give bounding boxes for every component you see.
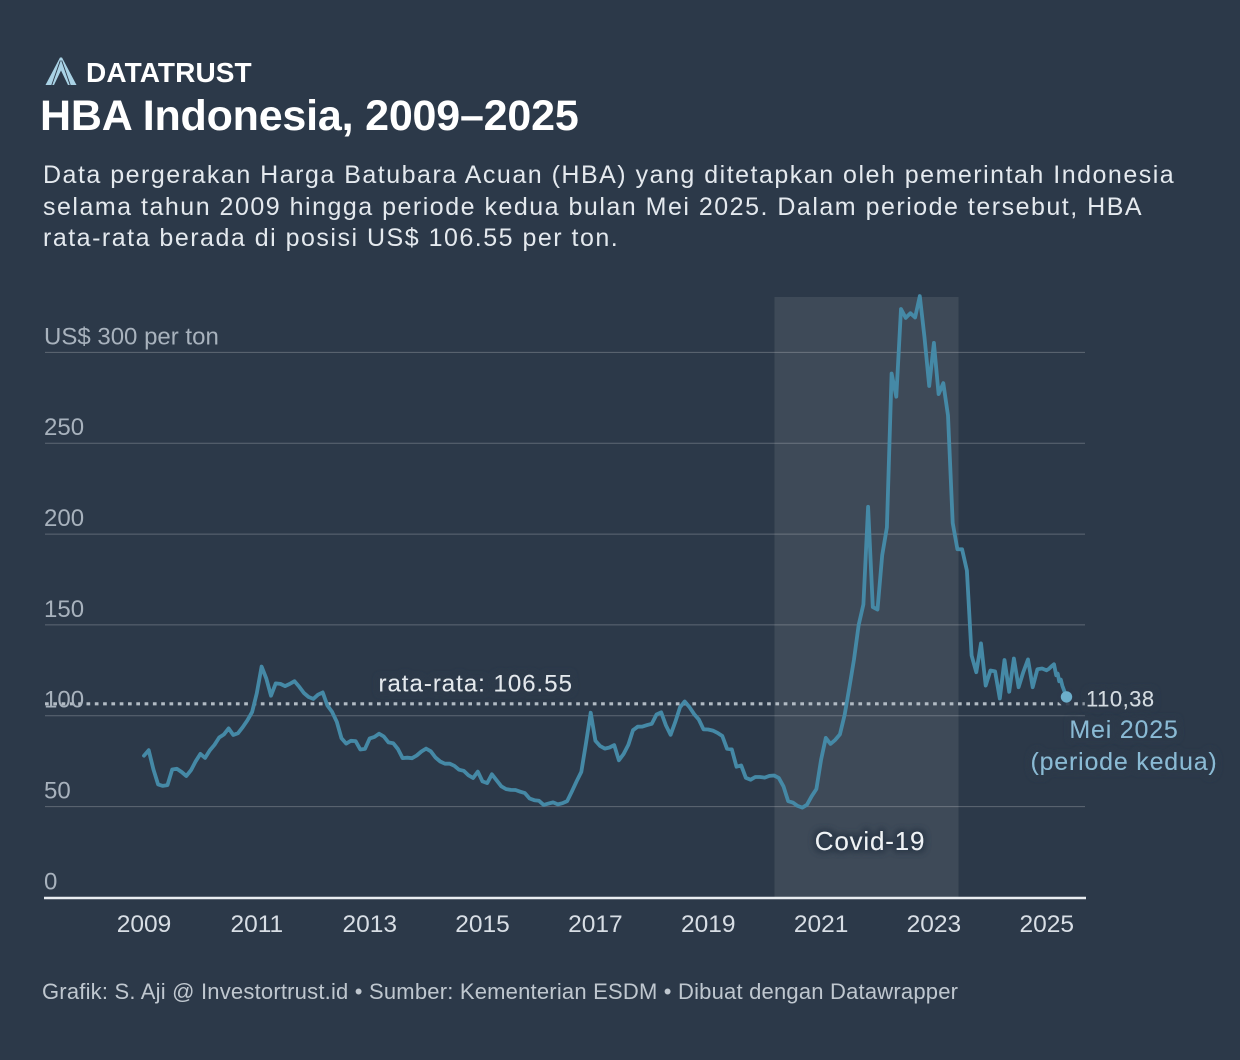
svg-text:2017: 2017 xyxy=(568,911,623,938)
svg-text:Mei 2025: Mei 2025 xyxy=(1069,716,1178,744)
svg-text:2013: 2013 xyxy=(342,911,397,938)
svg-text:2019: 2019 xyxy=(681,911,736,938)
svg-text:rata-rata: 106.55: rata-rata: 106.55 xyxy=(378,671,572,698)
svg-text:2023: 2023 xyxy=(907,911,962,938)
svg-text:50: 50 xyxy=(44,778,71,805)
svg-text:Covid-19: Covid-19 xyxy=(815,826,925,856)
svg-text:150: 150 xyxy=(44,596,84,623)
svg-text:200: 200 xyxy=(44,505,84,532)
svg-text:110,38: 110,38 xyxy=(1086,687,1155,712)
svg-text:2011: 2011 xyxy=(230,911,283,938)
svg-text:2015: 2015 xyxy=(455,911,510,938)
svg-text:100: 100 xyxy=(44,687,84,714)
svg-text:0: 0 xyxy=(44,868,57,895)
svg-text:250: 250 xyxy=(44,414,84,441)
svg-text:2025: 2025 xyxy=(1020,911,1075,938)
svg-text:2021: 2021 xyxy=(794,911,849,938)
svg-text:(periode kedua): (periode kedua) xyxy=(1030,748,1217,776)
svg-text:2009: 2009 xyxy=(117,911,172,938)
svg-text:US$ 300 per ton: US$ 300 per ton xyxy=(44,323,219,350)
